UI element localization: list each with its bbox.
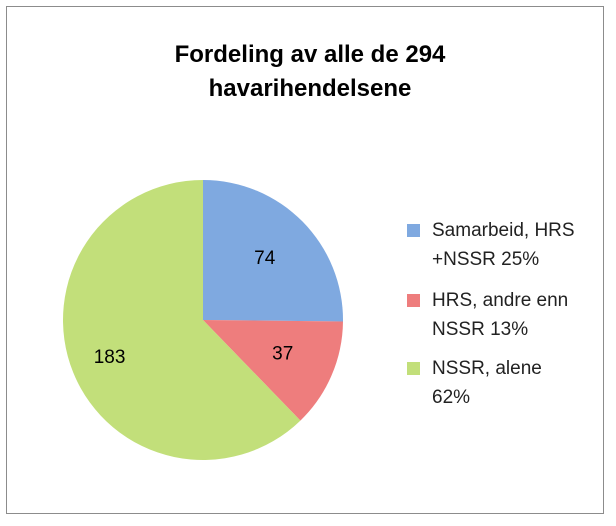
pie-slice bbox=[63, 180, 301, 460]
chart-title: Fordeling av alle de 294 havarihendelsen… bbox=[174, 41, 446, 102]
legend-label: NSSR, alene 62% bbox=[432, 358, 542, 408]
legend-item: NSSR, alene 62% bbox=[407, 354, 577, 412]
legend-swatch bbox=[407, 224, 420, 237]
legend-item: Samarbeid, HRS +NSSR 25% bbox=[407, 216, 577, 274]
data-label: 37 bbox=[272, 343, 293, 364]
legend-label: HRS, andre enn NSSR 13% bbox=[432, 290, 569, 340]
legend-item: HRS, andre enn NSSR 13% bbox=[407, 286, 577, 344]
legend-label: Samarbeid, HRS +NSSR 25% bbox=[432, 220, 575, 270]
pie-slice bbox=[203, 320, 343, 421]
pie-slice bbox=[203, 180, 343, 322]
legend-swatch bbox=[407, 294, 420, 307]
chart-border bbox=[6, 6, 604, 514]
data-label: 183 bbox=[94, 347, 126, 368]
data-label: 74 bbox=[254, 248, 276, 269]
legend-swatch bbox=[407, 362, 420, 375]
